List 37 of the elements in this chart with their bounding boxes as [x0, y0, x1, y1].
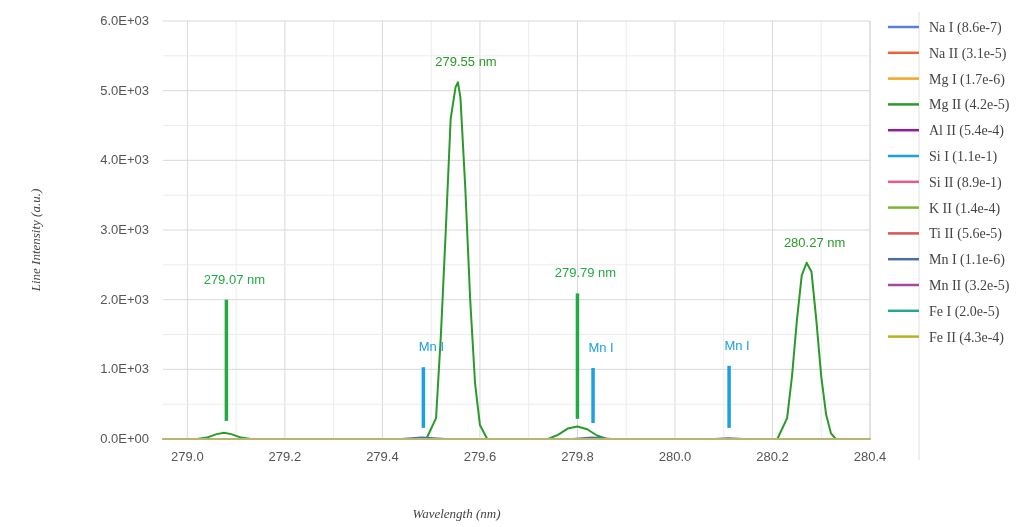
legend-label: Fe I (2.0e-5)	[929, 303, 1000, 320]
legend-label: Na I (8.6e-7)	[929, 20, 1003, 36]
legend-label: Na II (3.1e-5)	[929, 45, 1007, 62]
legend-label: Si II (8.9e-1)	[929, 174, 1003, 191]
annotation: 280.27 nm	[783, 234, 846, 250]
annotation: Mn I	[418, 339, 445, 355]
y-tick-label: 0.0E+00	[100, 431, 149, 446]
y-tick-label: 3.0E+03	[100, 222, 149, 237]
x-tick-label: 279.2	[268, 449, 302, 464]
y-tick-label: 1.0E+03	[100, 361, 149, 377]
annotation: 279.55 nm	[435, 54, 497, 70]
annotation: Mn I	[724, 337, 750, 353]
annotation: Mn I	[588, 339, 614, 355]
x-tick-label: 280.0	[658, 449, 692, 464]
x-tick-label: 280.4	[853, 449, 887, 464]
legend-label: Ti II (5.6e-5)	[929, 226, 1003, 243]
legend-label: Mg I (1.7e-6)	[929, 71, 1006, 88]
y-tick-label: 5.0E+03	[100, 82, 149, 98]
x-tick-label: 279.8	[561, 449, 594, 464]
legend-label: K II (1.4e-4)	[929, 200, 1001, 217]
x-tick-label: 279.4	[366, 449, 399, 464]
annotation: 279.07 nm	[203, 271, 266, 287]
legend-label: Mg II (4.2e-5)	[929, 97, 1010, 114]
y-tick-label: 6.0E+03	[100, 13, 149, 28]
x-tick-label: 280.2	[756, 449, 789, 464]
x-axis-title: Wavelength (nm)	[412, 506, 501, 521]
legend-label: Fe II (4.3e-4)	[929, 329, 1005, 346]
y-tick-label: 4.0E+03	[100, 152, 149, 168]
y-tick-label: 2.0E+03	[100, 291, 149, 307]
legend-label: Mn II (3.2e-5)	[929, 278, 1010, 294]
x-tick-label: 279.6	[463, 449, 497, 464]
x-tick-label: 279.0	[171, 449, 204, 464]
annotation: 279.79 nm	[554, 265, 617, 281]
y-axis-title: Line Intensity (a.u.)	[28, 188, 43, 293]
legend-label: Al II (5.4e-4)	[929, 123, 1005, 140]
legend-label: Mn I (1.1e-6)	[929, 252, 1006, 269]
legend-label: Si I (1.1e-1)	[929, 149, 998, 165]
